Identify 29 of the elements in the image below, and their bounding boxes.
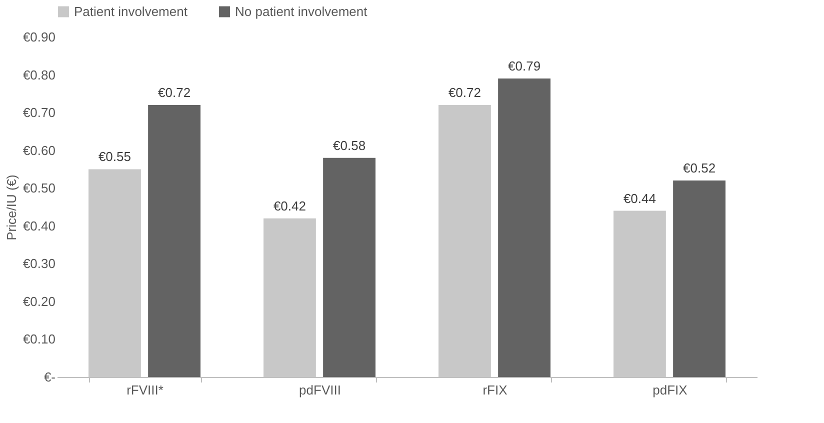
data-label: €0.79 — [508, 58, 541, 74]
data-label: €0.58 — [333, 138, 366, 153]
y-tick-label: €0.90 — [22, 30, 56, 44]
data-label: €0.42 — [273, 198, 306, 214]
x-tick-label: rFIX — [482, 382, 508, 398]
data-label: €0.55 — [98, 149, 131, 164]
y-tick-label: €- — [44, 370, 56, 384]
bar — [323, 158, 376, 377]
y-tick-label: €0.10 — [22, 332, 56, 347]
y-tick-label: €0.60 — [22, 142, 56, 158]
x-tick-label: rFVIII* — [126, 382, 164, 398]
x-tick-label: pdFVIII — [299, 382, 341, 398]
legend-label: Patient involvement — [74, 4, 188, 19]
bar — [498, 78, 550, 377]
data-label: €0.72 — [448, 85, 481, 100]
y-tick-label: €0.40 — [22, 218, 56, 234]
y-axis-title: Price/IU (€) — [4, 174, 19, 240]
data-label: €0.52 — [683, 160, 716, 176]
x-tick-label: pdFIX — [652, 382, 688, 398]
y-tick-label: €0.70 — [22, 105, 56, 120]
bar — [148, 105, 200, 377]
data-label: €0.44 — [623, 190, 656, 206]
bar — [673, 180, 726, 377]
y-tick-label: €0.50 — [22, 180, 56, 196]
y-tick-label: €0.30 — [22, 256, 56, 272]
y-tick-label: €0.20 — [22, 294, 56, 309]
legend-label: No patient involvement — [235, 4, 368, 19]
data-label: €0.72 — [158, 85, 191, 100]
y-tick-label: €0.80 — [22, 67, 56, 82]
